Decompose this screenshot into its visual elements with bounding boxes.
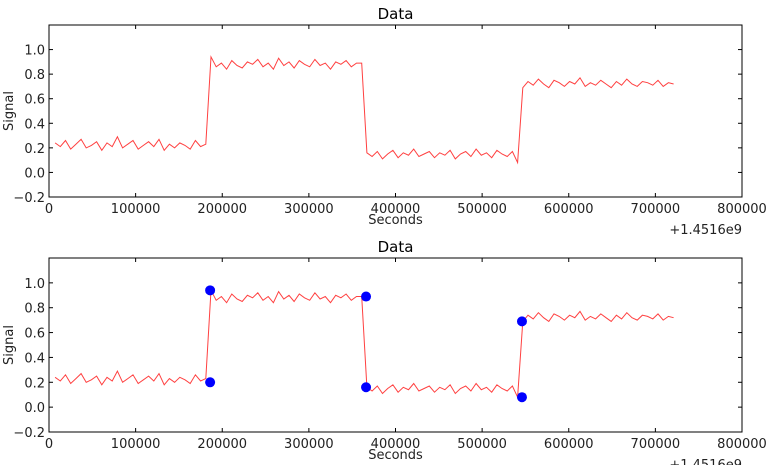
y-tick-label: 0.4 [24,351,45,366]
x-tick-label: 800000 [717,437,767,452]
x-axis-label: Seconds [368,448,423,463]
y-tick-label: 0.4 [24,117,45,132]
plot-frame [48,257,743,433]
y-tick-label: 1.0 [24,44,45,59]
x-tick-label: 0 [45,202,53,217]
y-tick-label: −0.2 [13,191,45,206]
y-tick-label: 0.6 [24,93,45,108]
x-tick-label: 400000 [371,437,421,452]
y-tick-label: 0.8 [24,302,45,317]
change-point-marker-6 [516,392,527,403]
y-tick-label: 0.2 [24,376,45,391]
x-tick-label: 700000 [631,202,681,217]
x-tick-label: 500000 [457,437,507,452]
y-tick-label: 0.2 [24,142,45,157]
x-axis-label: Seconds [368,213,423,228]
y-tick-label: 1.0 [24,277,45,292]
chart-title: Data [378,5,414,23]
chart-title: Data [378,238,414,256]
y-tick-label: 0.0 [24,166,45,181]
change-point-marker-2 [205,377,216,388]
x-offset-label: +1.4516e9 [669,223,742,238]
signal-line [54,55,674,165]
x-tick-label: 100000 [111,437,161,452]
change-point-marker-3 [361,291,372,302]
y-axis-label: Signal [2,325,17,365]
x-tick-label: 500000 [457,202,507,217]
x-tick-label: 0 [45,437,53,452]
change-point-marker-4 [361,382,372,393]
x-tick-label: 700000 [631,437,681,452]
x-tick-label: 600000 [544,202,594,217]
plot-frame [48,24,743,198]
y-tick-label: 0.8 [24,68,45,83]
x-tick-label: 300000 [284,437,334,452]
x-tick-label: 600000 [544,437,594,452]
x-tick-label: 400000 [371,202,421,217]
x-tick-label: 200000 [197,202,247,217]
x-offset-label: +1.4516e9 [669,458,742,465]
x-tick-label: 100000 [111,202,161,217]
chart-panel-1: Data 0 100000 200000 300000 400000 500000 60000… [2,5,767,238]
change-point-marker-1 [205,285,216,296]
signal-line [54,288,674,398]
y-axis-label: Signal [2,91,17,131]
x-tick-label: 200000 [197,437,247,452]
y-tick-label: 0.6 [24,327,45,342]
x-tick-label: 800000 [717,202,767,217]
y-tick-label: 0.0 [24,401,45,416]
x-tick-label: 300000 [284,202,334,217]
change-point-marker-5 [516,316,527,327]
chart-panel-2: Data 0 100000 200000 300000 400000 500000 60000… [2,238,767,465]
y-tick-label: −0.2 [13,426,45,441]
